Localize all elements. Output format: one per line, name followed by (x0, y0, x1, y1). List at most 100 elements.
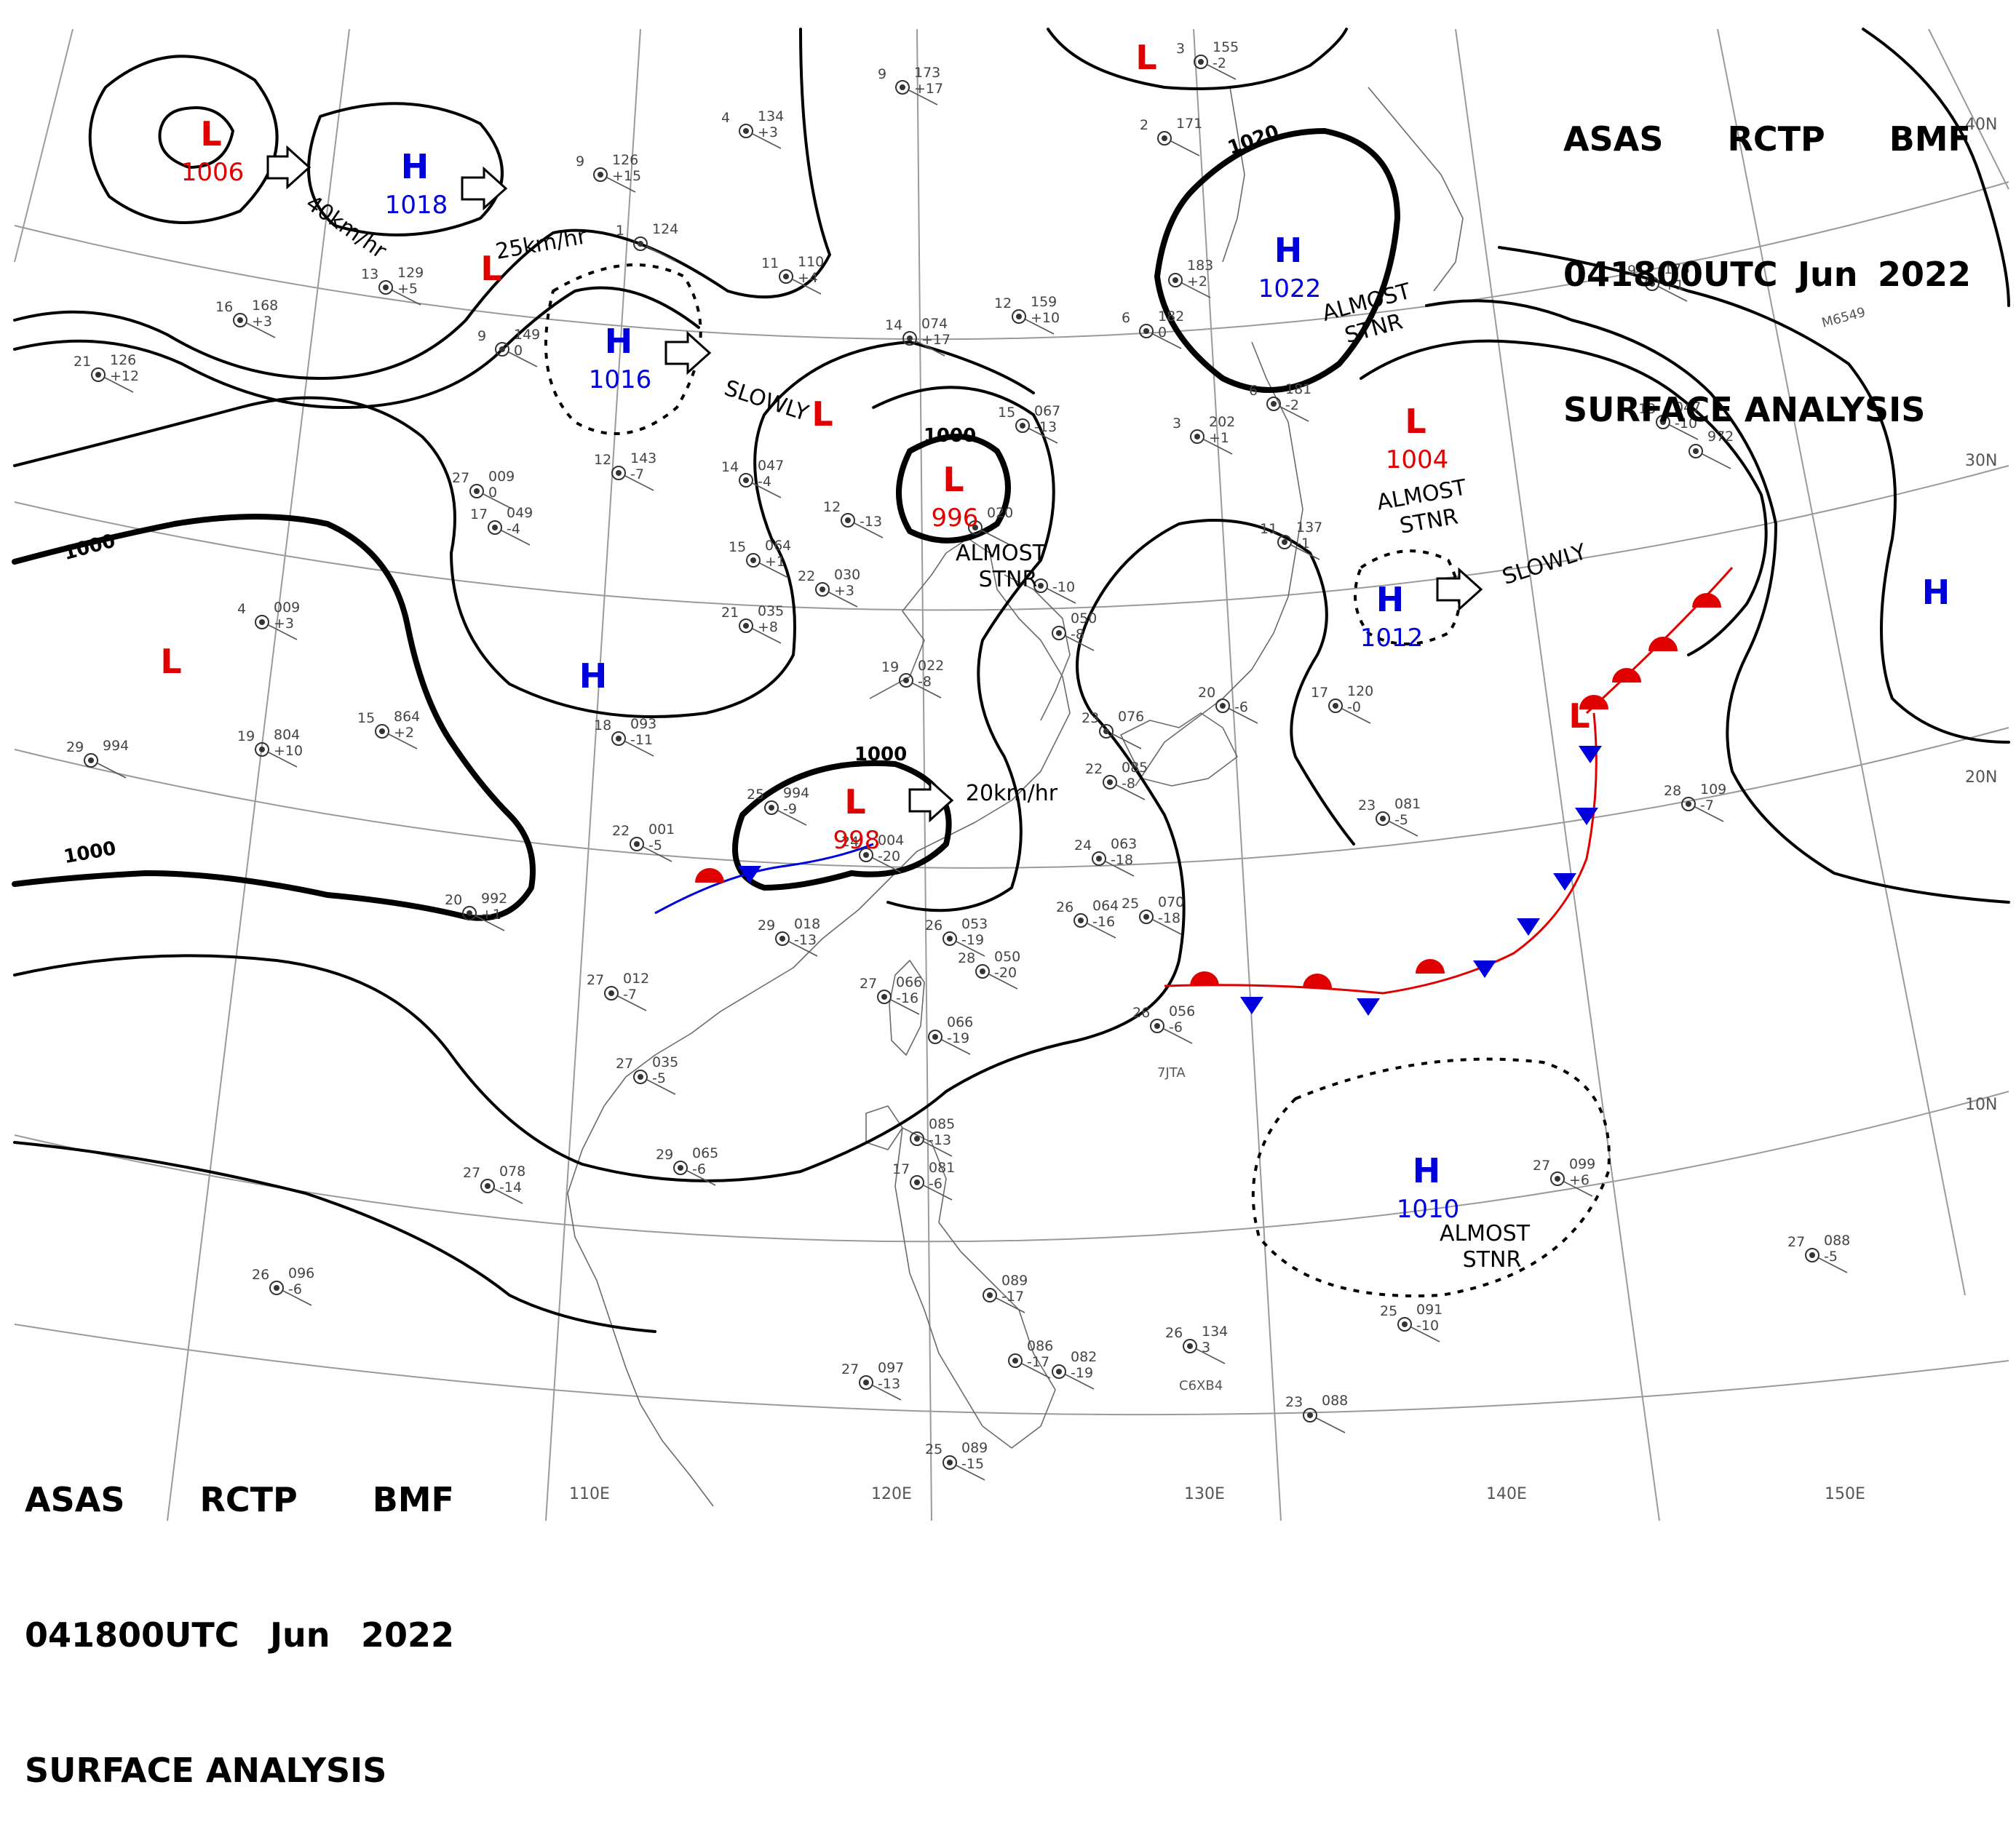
station-plot: 25 089-15 (925, 1440, 988, 1481)
wind-barb (282, 1290, 312, 1306)
lon-label: 130E (1184, 1485, 1225, 1503)
station-temp: 27 (463, 1165, 480, 1181)
station-tendency: +3 (252, 314, 272, 330)
station-circle (942, 1455, 957, 1470)
station-temp: 26 (1165, 1325, 1183, 1341)
station-dot (914, 1179, 920, 1185)
station-pressure: 134 (1202, 1324, 1228, 1340)
station-temp: 27 (616, 1056, 633, 1072)
station-plot: 23 076 (1082, 709, 1144, 749)
station-pressure: 091 (1416, 1302, 1442, 1318)
station-dot (1333, 703, 1338, 709)
station-circle (611, 466, 626, 480)
footer-agency-1: ASAS (25, 1480, 125, 1519)
wind-barb (1021, 1363, 1051, 1379)
station-dot (1809, 1252, 1815, 1258)
station-tendency: -5 (652, 1070, 666, 1086)
station-temp: 17 (1311, 685, 1328, 701)
station-temp: 12 (994, 295, 1012, 311)
isobar-1000-outer (13, 341, 1035, 718)
station-tendency: -18 (1111, 852, 1133, 868)
wind-barb (788, 941, 818, 957)
header-title: SURFACE ANALYSIS (1563, 390, 1926, 429)
station-dot (972, 525, 978, 530)
station-pressure: 168 (252, 298, 278, 314)
wind-barb (1116, 784, 1146, 800)
station-dot (779, 936, 785, 942)
station-circle (633, 1070, 648, 1084)
station-plot: 25 994-9 (747, 785, 809, 826)
station-circle (1681, 797, 1696, 811)
station-pressure: 035 (758, 603, 784, 619)
station-dot (750, 557, 756, 563)
wind-barb (606, 177, 636, 193)
station-pressure: 126 (110, 352, 136, 368)
station-pressure: 097 (878, 1360, 904, 1376)
pressure-value: 998 (833, 826, 881, 855)
wind-barb (1028, 428, 1058, 444)
station-temp: 9 (576, 154, 584, 170)
coast-sakhalin (1222, 87, 1245, 263)
station-tendency: -14 (499, 1179, 522, 1196)
station-circle (975, 964, 990, 979)
station-plot: 082-19 (1052, 1349, 1097, 1390)
station-temp: 25 (925, 1441, 942, 1457)
station-plot: 26 064-16 (1056, 898, 1119, 939)
cold-front-symbol (738, 866, 761, 883)
station-circle (378, 280, 393, 295)
wind-barb (854, 522, 884, 538)
station-circle (1157, 131, 1172, 146)
wind-barb (246, 322, 276, 338)
station-circle (1550, 1171, 1565, 1186)
station-dot (1220, 703, 1226, 709)
isobar-north-wave-1 (13, 28, 831, 380)
wind-barb (483, 493, 512, 509)
station-pressure: 047 (758, 458, 784, 474)
stationary-note: STNR (979, 567, 1038, 592)
station-plot: 086-17 (1008, 1338, 1053, 1379)
isobar-value-label: 1000 (854, 744, 907, 765)
station-tendency: -20 (994, 965, 1017, 981)
station-dot (987, 1292, 993, 1298)
station-temp: 22 (1085, 761, 1103, 777)
station-pressure: 067 (1034, 403, 1060, 419)
station-tendency: -6 (929, 1176, 942, 1192)
footer-agency-2: RCTP (199, 1480, 298, 1519)
header-time: 041800UTC (1563, 255, 1778, 294)
station-plot: 14 074+17 (885, 316, 951, 357)
isobar-998-low (732, 760, 952, 891)
station-plot: 3 155-2 (1176, 39, 1239, 80)
chart-header-bottom-left: ASAS RCTP BMF 041800UTC Jun 2022 SURFACE… (25, 1387, 454, 1838)
wind-barb (908, 89, 938, 106)
station-temp: 29 (656, 1147, 673, 1163)
station-circle (269, 1281, 284, 1295)
station-dot (474, 488, 480, 494)
coast-japan (1135, 341, 1303, 787)
high-center-icon: H (579, 656, 608, 696)
station-plot: 4 009+3 (237, 600, 300, 640)
station-pressure: 078 (499, 1163, 525, 1179)
station-tendency: +4 (798, 270, 818, 286)
station-dot (863, 852, 869, 858)
station-temp: 25 (1380, 1303, 1397, 1319)
lat-label: 10N (1965, 1096, 1997, 1114)
station-plot: 4 134+3 (721, 108, 784, 149)
isobar-east-wave (1425, 299, 2010, 904)
wind-barb (617, 995, 647, 1011)
station-tendency: +1 (1664, 277, 1684, 293)
motion-arrow-5 (1436, 567, 1483, 612)
station-tendency: +1 (481, 907, 501, 923)
low-center-icon: L (200, 114, 221, 154)
station-tendency: +10 (274, 743, 303, 759)
pressure-value: 1018 (385, 191, 448, 220)
station-temp: 4 (237, 601, 246, 617)
footer-agency-3: BMF (372, 1480, 454, 1519)
station-dot (932, 1034, 938, 1040)
station-dot (1555, 1176, 1560, 1182)
station-circle (1092, 851, 1106, 866)
station-dot (485, 1183, 491, 1189)
station-pressure: 804 (274, 727, 300, 743)
station-dot (743, 128, 749, 134)
station-temp: 22 (612, 823, 630, 839)
station-dot (769, 805, 774, 811)
